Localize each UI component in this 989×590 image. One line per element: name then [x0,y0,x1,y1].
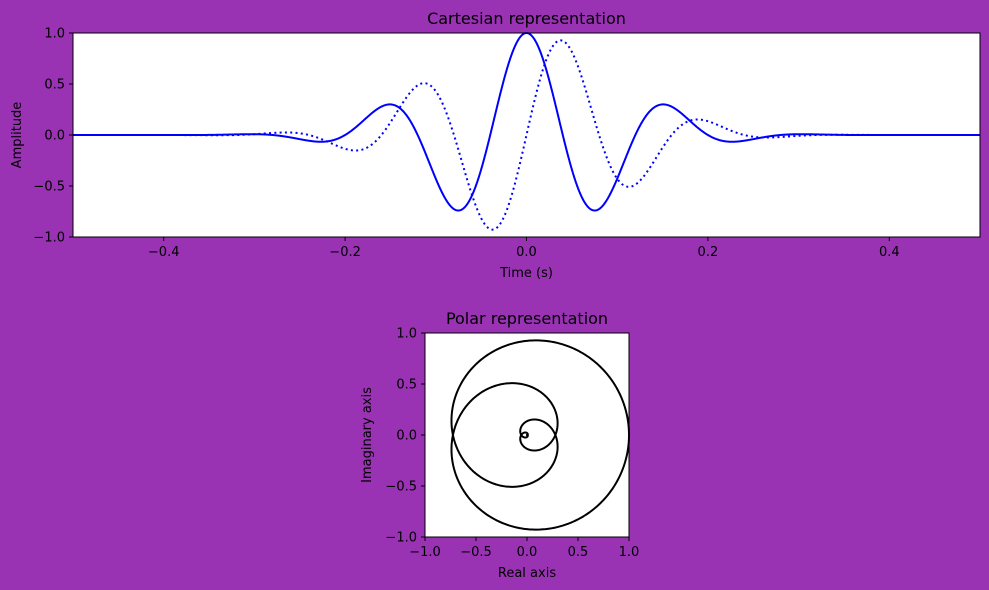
cartesian-title: Cartesian representation [427,9,626,28]
cartesian-ticks: −0.4 −0.2 0.0 0.2 0.4 −1.0 −0.5 0.0 0.5 1.0 [33,27,899,261]
cartesian-ytick-label: 0.5 [44,78,65,93]
polar-ytick-label: −0.5 [385,480,417,495]
cartesian-xtick-label: −0.4 [148,245,180,260]
cartesian-xtick-label: 0.2 [698,245,719,260]
polar-xlabel: Real axis [498,566,556,581]
cartesian-xtick-label: −0.2 [329,245,361,260]
cartesian-xtick-label: 0.4 [879,245,900,260]
cartesian-ytick-label: 0.0 [44,129,65,144]
polar-xtick-label: 0.0 [517,545,538,560]
cartesian-xlabel: Time (s) [499,266,553,281]
polar-xtick-label: −0.5 [460,545,492,560]
cartesian-ytick-label: −0.5 [33,180,65,195]
cartesian-ylabel: Amplitude [10,102,25,169]
polar-xtick-label: −1.0 [409,545,441,560]
polar-xtick-label: 0.5 [568,545,589,560]
polar-title: Polar representation [446,309,608,328]
cartesian-ytick-label: −1.0 [33,231,65,246]
polar-ytick-label: 0.0 [396,429,417,444]
polar-ylabel: Imaginary axis [360,387,375,483]
cartesian-ytick-label: 1.0 [44,27,65,42]
polar-ytick-label: 0.5 [396,378,417,393]
polar-ticks: −1.0 −0.5 0.0 0.5 1.0 −1.0 −0.5 0.0 0.5 1.0 [385,327,639,561]
polar-ytick-label: −1.0 [385,531,417,546]
cartesian-axes: −0.4 −0.2 0.0 0.2 0.4 −1.0 −0.5 0.0 0.5 1.0 Carte… [10,9,981,281]
polar-ytick-label: 1.0 [396,327,417,342]
cartesian-xtick-label: 0.0 [516,245,537,260]
polar-axes: −1.0 −0.5 0.0 0.5 1.0 −1.0 −0.5 0.0 0.5 1.0 Polar… [360,309,639,581]
polar-xtick-label: 1.0 [619,545,640,560]
